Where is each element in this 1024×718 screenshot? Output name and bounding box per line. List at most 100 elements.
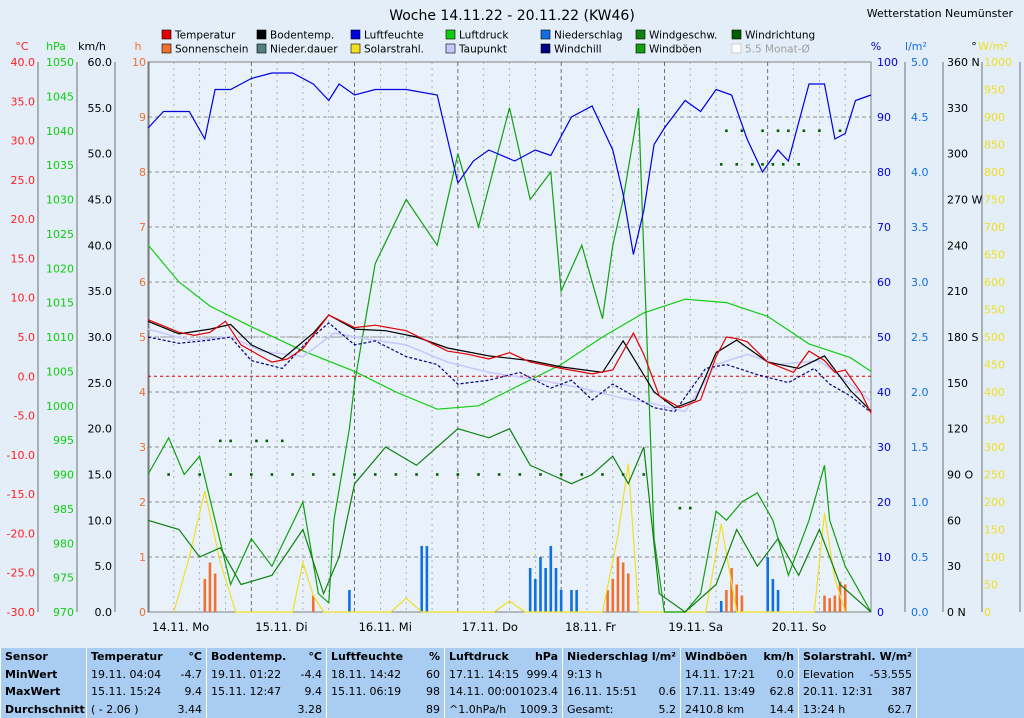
wind-direction-point bbox=[291, 473, 294, 476]
stats-row: 3.28 bbox=[211, 701, 323, 718]
stats-cell-value: 9.4 bbox=[304, 685, 323, 698]
stats-column: Niederschlag l/m² 9:13 h 16.11. 15:51 0.6 Ges… bbox=[562, 648, 680, 718]
stats-row: 89 bbox=[331, 701, 440, 718]
axis-tick-label: 180 S bbox=[947, 331, 978, 344]
legend-label: Taupunkt bbox=[458, 44, 507, 56]
stats-cell-value: 3.44 bbox=[177, 702, 203, 716]
wind-direction-point bbox=[198, 473, 201, 476]
series-line-chill bbox=[147, 322, 872, 413]
rain-bar bbox=[575, 590, 578, 612]
stats-column: Windböen km/h 14.11. 17:21 0.0 17.11. 13:49 6… bbox=[680, 648, 798, 718]
axis-tick-label: 90 bbox=[877, 111, 891, 124]
wind-direction-point bbox=[719, 163, 723, 166]
axis-tick-label: 500 bbox=[984, 331, 1005, 344]
stats-row: 14.11. 17:21 0.0 bbox=[685, 666, 794, 684]
stats-cell-value: -53.555 bbox=[869, 667, 912, 681]
stats-row: Gesamt: 5.2 bbox=[567, 701, 676, 718]
stats-cell-label: Durchschnitt bbox=[5, 702, 85, 716]
wind-direction-point bbox=[771, 163, 775, 166]
legend-swatch bbox=[540, 29, 551, 40]
axis-tick-label: 450 bbox=[984, 359, 1005, 372]
stats-header-unit: l/m² bbox=[651, 650, 676, 663]
chart-svg: Woche 14.11.22 - 20.11.22 (KW46) Wetterst… bbox=[7, 7, 1021, 634]
axis-tick-label: 1035 bbox=[46, 159, 74, 172]
wind-direction-point bbox=[797, 163, 800, 166]
axis-tick-label: -15.0 bbox=[7, 488, 35, 501]
axis-tick-label: 0 bbox=[984, 606, 991, 619]
axis-tick-label: 0.0 bbox=[95, 606, 113, 619]
wind-direction-point bbox=[761, 163, 764, 166]
legend-label: Windböen bbox=[649, 44, 702, 56]
axis-tick-label: 900 bbox=[984, 111, 1005, 124]
stats-cell-value: 60 bbox=[426, 667, 440, 681]
axis-tick-label: 15.0 bbox=[11, 252, 36, 265]
stats-row: 17.11. 14:15 999.4 bbox=[449, 666, 558, 684]
axis-unit-label: W/m² bbox=[978, 40, 1008, 53]
axis-tick-label: -10.0 bbox=[7, 449, 35, 462]
x-tick-label: 15.11. Di bbox=[255, 620, 307, 634]
axis-tick-label: 10.0 bbox=[88, 514, 113, 527]
stats-cell-value: 5.2 bbox=[658, 702, 677, 716]
legend-swatch bbox=[161, 29, 172, 40]
stats-row: 15.11. 12:47 9.4 bbox=[211, 683, 322, 701]
legend-label: 5.5 Monat-Ø bbox=[745, 44, 810, 56]
wind-direction-point bbox=[761, 129, 764, 133]
axis-tick-label: 4 bbox=[139, 386, 146, 399]
wind-direction-point bbox=[249, 473, 253, 476]
wind-direction-point bbox=[477, 473, 480, 476]
axis-tick-label: 120 bbox=[947, 423, 968, 436]
axis-tick-label: 1000 bbox=[46, 400, 74, 413]
wind-direction-point bbox=[787, 129, 790, 133]
rain-bar bbox=[554, 568, 558, 612]
stats-cell-value: -4.7 bbox=[180, 667, 202, 681]
axis-tick-label: 0 bbox=[877, 606, 884, 619]
x-tick-label: 20.11. So bbox=[772, 620, 827, 634]
wind-direction-point bbox=[621, 473, 625, 476]
sunshine-bar bbox=[740, 595, 744, 612]
axis-tick-label: 0.0 bbox=[18, 370, 36, 383]
axis-unit-label: hPa bbox=[46, 40, 66, 53]
stats-column: Luftfeuchte% 18.11. 14:42 60 15.11. 06:19 98… bbox=[326, 648, 444, 718]
legend-swatch bbox=[731, 29, 742, 40]
stats-cell-value: 0.0 bbox=[776, 667, 795, 681]
axis-tick-label: 2.5 bbox=[911, 331, 929, 344]
wind-direction-point bbox=[750, 163, 754, 166]
sunshine-bar bbox=[735, 584, 739, 612]
rain-bar bbox=[544, 568, 547, 612]
sunshine-bar bbox=[203, 579, 207, 612]
axis-tick-label: 1045 bbox=[46, 90, 74, 103]
wind-direction-point bbox=[280, 439, 284, 443]
axis-tick-label: 200 bbox=[984, 496, 1005, 509]
wind-direction-point bbox=[415, 473, 418, 476]
stats-cell-label: 14.11. 00:00 bbox=[449, 685, 520, 698]
axis-tick-label: 80 bbox=[877, 166, 891, 179]
axis-tick-label: 8 bbox=[139, 166, 146, 179]
wind-direction-point bbox=[776, 129, 780, 133]
wind-direction-point bbox=[539, 473, 542, 476]
stats-row: 15.11. 06:19 98 bbox=[331, 683, 440, 701]
stats-cell-label: 2410.8 km bbox=[685, 702, 745, 716]
rain-bar bbox=[528, 568, 532, 612]
axis-unit-label: l/m² bbox=[905, 40, 927, 53]
axis-tick-label: 25.0 bbox=[88, 377, 113, 390]
axis-tick-label: 4.0 bbox=[911, 166, 929, 179]
x-tick-label: 19.11. Sa bbox=[668, 620, 723, 634]
wind-direction-point bbox=[353, 473, 356, 476]
wind-direction-point bbox=[725, 129, 728, 133]
axis-tick-label: 1010 bbox=[46, 331, 74, 344]
axis-tick-label: 990 bbox=[53, 469, 74, 482]
legend-swatch bbox=[540, 43, 551, 54]
stats-header-unit: °C bbox=[188, 650, 202, 663]
stats-cell-label: 16.11. 15:51 bbox=[567, 685, 638, 698]
wind-direction-point bbox=[838, 129, 842, 133]
stats-cell-label: ( - 2.06 ) bbox=[91, 702, 139, 716]
rain-bar bbox=[766, 557, 770, 612]
axis-tick-label: 100 bbox=[984, 551, 1005, 564]
axis-tick-label: 250 bbox=[984, 469, 1005, 482]
stats-cell-label: 17.11. 13:49 bbox=[685, 685, 756, 698]
x-tick-label: 17.11. Do bbox=[462, 620, 518, 634]
axis-tick-label: 100 bbox=[877, 56, 898, 69]
stats-cell-value: 3.28 bbox=[297, 702, 323, 716]
axis-tick-label: 0 N bbox=[947, 606, 966, 619]
sunshine-bar bbox=[311, 595, 315, 612]
